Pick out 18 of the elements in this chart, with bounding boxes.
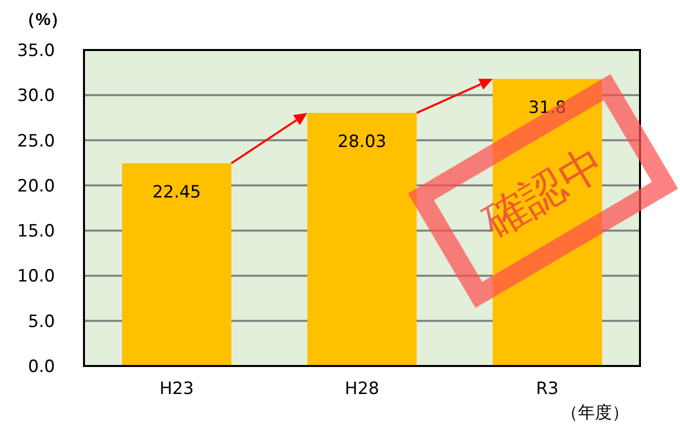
bar bbox=[122, 163, 232, 366]
y-tick-label: 10.0 bbox=[17, 266, 55, 287]
y-tick-label: 35.0 bbox=[17, 41, 55, 61]
y-tick-label: 15.0 bbox=[17, 222, 55, 242]
y-tick-label: 0.0 bbox=[28, 357, 55, 377]
annotation: 確認中 bbox=[474, 138, 614, 248]
y-axis-title: （%） bbox=[18, 10, 68, 29]
y-tick-label: 30.0 bbox=[17, 86, 55, 106]
data-label: 31.8 bbox=[528, 98, 566, 118]
x-tick-label: H28 bbox=[344, 379, 380, 399]
y-tick-label: 5.0 bbox=[28, 312, 55, 332]
data-label: 22.45 bbox=[152, 182, 202, 202]
x-tick-label: R3 bbox=[536, 379, 559, 399]
data-label: 28.03 bbox=[338, 132, 386, 152]
x-tick-label: H23 bbox=[159, 379, 194, 399]
y-tick-label: 20.0 bbox=[17, 176, 55, 196]
x-axis-title: （年度） bbox=[561, 403, 629, 422]
y-tick-label: 25.0 bbox=[17, 131, 55, 152]
